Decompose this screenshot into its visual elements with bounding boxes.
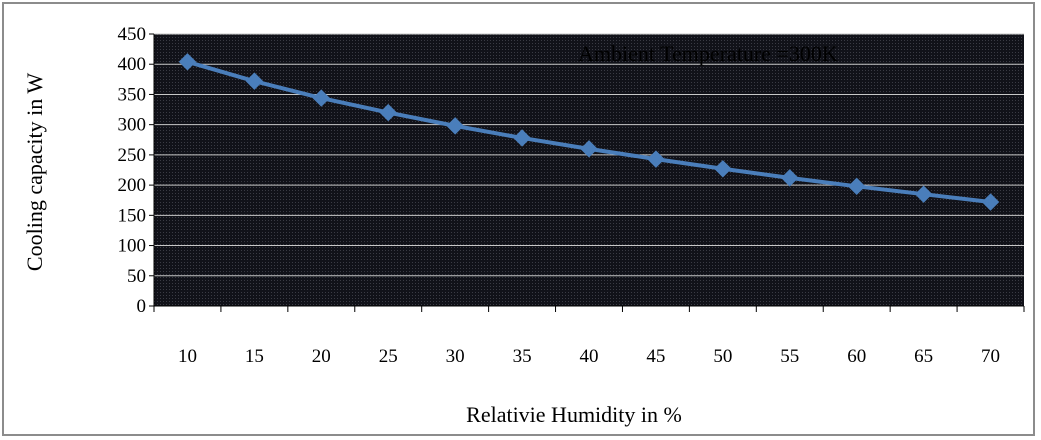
x-tick-label: 20 [312,346,331,367]
y-tick-label: 250 [118,145,147,166]
plot-area [154,34,1024,306]
y-tick-label: 100 [118,236,147,257]
data-point-marker [914,185,933,203]
data-point-marker [580,140,598,158]
series-group [178,53,1000,211]
x-tick-label: 25 [379,346,398,367]
x-axis-title: Relativie Humidity in % [466,402,682,427]
data-point-marker [446,117,464,135]
data-point-marker [379,103,397,122]
x-tick-label: 30 [446,346,465,367]
data-point-marker [714,160,732,178]
data-point-marker [312,89,331,107]
y-axis-ticks: 0 50 100 150 200 250 300 350 400 450 [118,24,154,317]
x-tick-label: 50 [713,346,732,367]
data-point-marker [847,177,866,196]
line-chart: 0 50 100 150 200 250 300 350 400 450 10 15 20 25 30 35… [22,24,1025,427]
y-tick-label: 0 [137,296,147,317]
annotation-text: Ambient Temperature =300K [578,41,838,66]
y-tick-label: 150 [118,205,147,226]
y-tick-label: 400 [118,54,147,75]
y-tick-label: 300 [118,115,147,136]
y-tick-label: 450 [118,24,147,45]
data-point-marker [245,72,264,90]
y-axis-title: Cooling capacity in W [22,73,47,271]
data-point-marker [513,129,531,147]
y-tick-label: 50 [127,266,146,287]
x-axis-ticks: 10 15 20 25 30 35 40 45 50 55 60 65 70 [153,306,1025,367]
x-tick-label: 70 [981,346,1000,367]
x-tick-label: 40 [580,346,599,367]
data-point-marker [178,53,197,71]
x-tick-label: 10 [178,346,197,367]
axes [153,34,1024,307]
y-tick-label: 350 [118,84,147,105]
x-tick-label: 65 [914,346,933,367]
x-tick-label: 15 [245,346,264,367]
y-tick-label: 200 [118,175,147,196]
data-point-marker [647,150,665,168]
x-tick-label: 55 [780,346,799,367]
x-tick-label: 60 [847,346,866,367]
x-tick-label: 45 [646,346,665,367]
chart-frame: 0 50 100 150 200 250 300 350 400 450 10 15 20 25 30 35… [2,2,1035,436]
x-tick-label: 35 [513,346,532,367]
data-point-marker [981,193,1000,211]
data-point-marker [781,169,799,187]
